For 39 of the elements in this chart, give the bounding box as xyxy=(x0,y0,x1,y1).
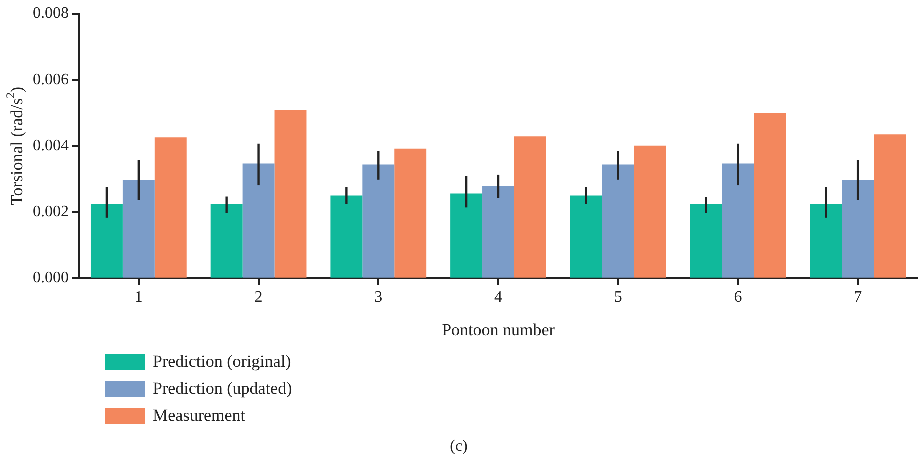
x-tick-label: 3 xyxy=(374,289,383,306)
legend-label: Prediction (original) xyxy=(153,352,292,372)
bar xyxy=(874,134,906,278)
y-tick-label: 0.000 xyxy=(33,270,69,287)
text: (c) xyxy=(449,438,469,456)
x-tick-label: 6 xyxy=(734,289,742,306)
x-tick-label: 1 xyxy=(134,289,143,306)
bar xyxy=(842,180,874,278)
y-tick-label: 0.006 xyxy=(33,71,69,88)
y-axis-title: Torsional (rad/s2) xyxy=(3,86,26,206)
y-tick-label: 0.004 xyxy=(33,137,69,154)
bar xyxy=(690,204,722,278)
bar xyxy=(722,164,754,278)
bar xyxy=(362,164,395,278)
bar xyxy=(330,196,363,278)
bar xyxy=(90,204,123,278)
legend-label: Measurement xyxy=(153,406,246,426)
bar xyxy=(274,110,307,278)
bar xyxy=(634,146,666,278)
bar xyxy=(394,148,427,278)
x-tick-label: 5 xyxy=(614,289,622,306)
legend-label: Prediction (updated) xyxy=(153,378,292,398)
bar xyxy=(754,113,786,278)
x-tick-label: 7 xyxy=(854,289,862,306)
bar xyxy=(570,196,602,278)
y-tick-label: 0.008 xyxy=(33,5,69,22)
x-tick-label: 2 xyxy=(254,289,263,306)
x-tick-label: 4 xyxy=(494,289,502,306)
bar xyxy=(602,164,634,278)
bar xyxy=(810,204,842,278)
y-tick-label: 0.002 xyxy=(33,204,69,221)
bar xyxy=(210,204,243,278)
bar xyxy=(242,164,275,278)
bar xyxy=(122,180,155,278)
bar xyxy=(482,186,514,278)
x-axis-title: Pontoon number xyxy=(442,320,556,340)
bar xyxy=(514,136,546,278)
bar xyxy=(154,138,187,278)
bar xyxy=(450,194,483,278)
